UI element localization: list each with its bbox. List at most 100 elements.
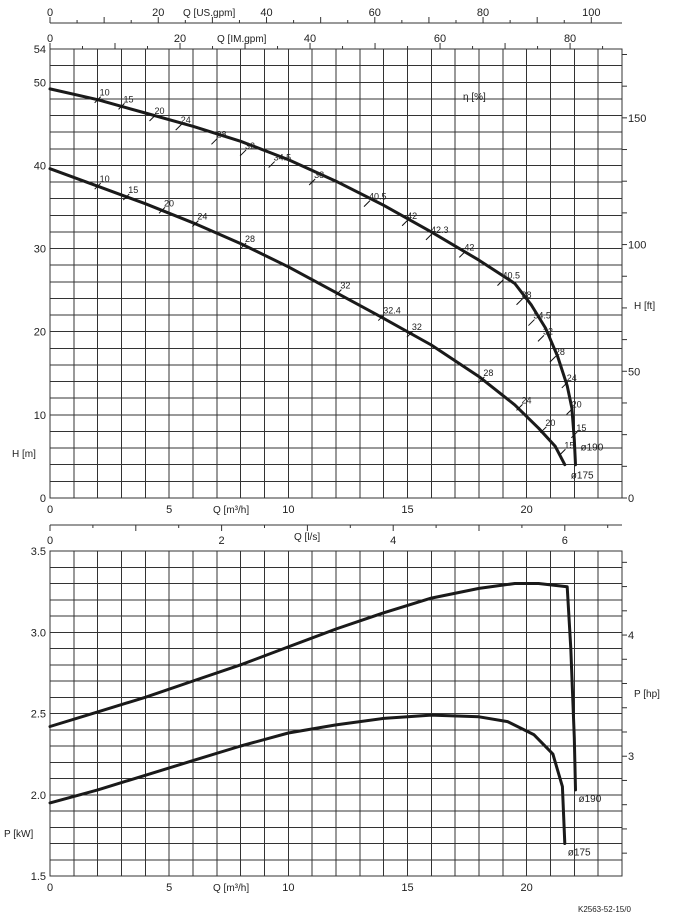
power-y-tick-label: 3.0 xyxy=(31,627,46,639)
efficiency-label: 32 xyxy=(245,141,255,151)
im-gpm-axis: 0 20 40 60 80 xyxy=(47,33,622,50)
efficiency-label: 40.5 xyxy=(502,271,520,281)
efficiency-mark xyxy=(94,182,102,190)
power-x-ticks: 0 5 10 15 20 xyxy=(47,882,533,894)
efficiency-mark xyxy=(239,149,247,157)
head-grid xyxy=(49,48,623,499)
head-y-label: H [m] xyxy=(12,449,36,460)
efficiency-mark xyxy=(401,219,409,227)
us-gpm-label: Q [US.gpm] xyxy=(183,8,235,19)
im-gpm-tick-label: 40 xyxy=(304,33,316,45)
head-curve-diameter-label: ø190 xyxy=(581,443,604,454)
us-gpm-tick-label: 0 xyxy=(47,7,53,19)
efficiency-mark xyxy=(549,355,557,363)
efficiency-label: 42.3 xyxy=(431,225,449,235)
efficiency-mark xyxy=(516,404,523,411)
efficiency-mark xyxy=(537,335,545,342)
efficiency-label: 15 xyxy=(576,423,586,433)
head-ft-tick-label: 0 xyxy=(628,493,634,505)
efficiency-mark xyxy=(478,376,485,384)
efficiency-mark xyxy=(539,426,547,434)
head-y-tick-label: 10 xyxy=(34,410,46,422)
efficiency-label: 38 xyxy=(522,290,532,300)
efficiency-mark xyxy=(335,289,342,296)
head-x-tick-label: 20 xyxy=(521,504,533,516)
efficiency-label: 34.5 xyxy=(274,153,292,163)
head-ft-label: H [ft] xyxy=(634,301,655,312)
power-m3h-label: Q [m³/h] xyxy=(213,883,249,894)
efficiency-mark xyxy=(308,178,316,186)
efficiency-mark xyxy=(528,319,535,326)
power-hp-ticks: 34 xyxy=(622,561,634,854)
head-y-tick-label: 54 xyxy=(34,44,46,56)
efficiency-mark xyxy=(158,206,166,214)
ls-axis: 0 2 4 6 xyxy=(47,524,622,547)
power-curve-d190 xyxy=(48,582,577,792)
efficiency-mark xyxy=(94,96,102,104)
us-gpm-tick-label: 20 xyxy=(152,7,164,19)
efficiency-label: 10 xyxy=(100,88,110,98)
ls-tick-label: 2 xyxy=(219,535,225,547)
im-gpm-tick-label: 20 xyxy=(174,33,186,45)
power-y-label: P [kW] xyxy=(4,829,33,840)
im-gpm-tick-label: 60 xyxy=(434,33,446,45)
power-hp-label: P [hp] xyxy=(634,689,660,700)
head-x-tick-label: 10 xyxy=(282,504,294,516)
us-gpm-tick-label: 80 xyxy=(477,7,489,19)
power-hp-tick-label: 3 xyxy=(628,751,634,763)
head-y-tick-label: 50 xyxy=(34,77,46,89)
head-ft-tick-label: 50 xyxy=(628,366,640,378)
efficiency-mark xyxy=(425,233,433,241)
power-y-tick-label: 3.5 xyxy=(31,546,46,558)
head-x-tick-label: 5 xyxy=(166,504,172,516)
head-x-tick-label: 15 xyxy=(401,504,413,516)
efficiency-label: 24 xyxy=(197,212,207,222)
efficiency-mark xyxy=(268,161,276,168)
head-y-ticks: 0 10 20 30 40 50 54 xyxy=(34,44,46,505)
efficiency-label: 28 xyxy=(555,347,565,357)
efficiency-mark xyxy=(566,408,573,415)
head-ft-tick-label: 100 xyxy=(628,240,646,252)
efficiency-label: 32 xyxy=(340,281,350,291)
im-gpm-label: Q [IM.gpm] xyxy=(217,34,267,45)
ls-tick-label: 4 xyxy=(390,535,396,547)
efficiency-label: 15 xyxy=(124,94,134,104)
efficiency-label: 32 xyxy=(412,322,422,332)
im-gpm-tick-label: 80 xyxy=(564,33,576,45)
efficiency-label: 10 xyxy=(100,174,110,184)
efficiency-label: 20 xyxy=(545,418,555,428)
power-x-tick-label: 10 xyxy=(282,882,294,894)
head-y-tick-label: 30 xyxy=(34,244,46,256)
efficiency-label: 20 xyxy=(572,400,582,410)
efficiency-label: 42 xyxy=(407,211,417,221)
efficiency-label: 20 xyxy=(164,198,174,208)
efficiency-mark xyxy=(377,314,385,321)
efficiency-mark xyxy=(559,448,566,456)
head-curve-d175 xyxy=(48,167,567,467)
efficiency-label: 15 xyxy=(564,440,574,450)
efficiency-mark xyxy=(122,193,130,201)
efficiency-mark xyxy=(497,279,504,286)
efficiency-label: 24 xyxy=(567,373,577,383)
power-curve-diameter-label: ø175 xyxy=(568,848,591,859)
us-gpm-tick-label: 60 xyxy=(369,7,381,19)
efficiency-label: 40.5 xyxy=(369,192,387,202)
ls-label: Q [l/s] xyxy=(294,532,320,543)
power-y-tick-label: 1.5 xyxy=(31,871,46,883)
efficiency-label: 15 xyxy=(128,185,138,195)
head-ft-tick-label: 150 xyxy=(628,113,646,125)
efficiency-label: 28 xyxy=(245,234,255,244)
power-x-tick-label: 5 xyxy=(166,882,172,894)
eta-label: η [%] xyxy=(463,92,486,103)
power-y-tick-label: 2.0 xyxy=(31,790,46,802)
us-gpm-tick-label: 100 xyxy=(582,7,600,19)
efficiency-label: 38 xyxy=(314,170,324,180)
efficiency-label: 42 xyxy=(464,242,474,252)
power-x-tick-label: 20 xyxy=(521,882,533,894)
efficiency-label: 24 xyxy=(181,115,191,125)
efficiency-mark xyxy=(118,103,125,110)
head-x-tick-label: 0 xyxy=(47,504,53,516)
efficiency-mark xyxy=(406,330,414,338)
efficiency-mark xyxy=(149,114,156,122)
